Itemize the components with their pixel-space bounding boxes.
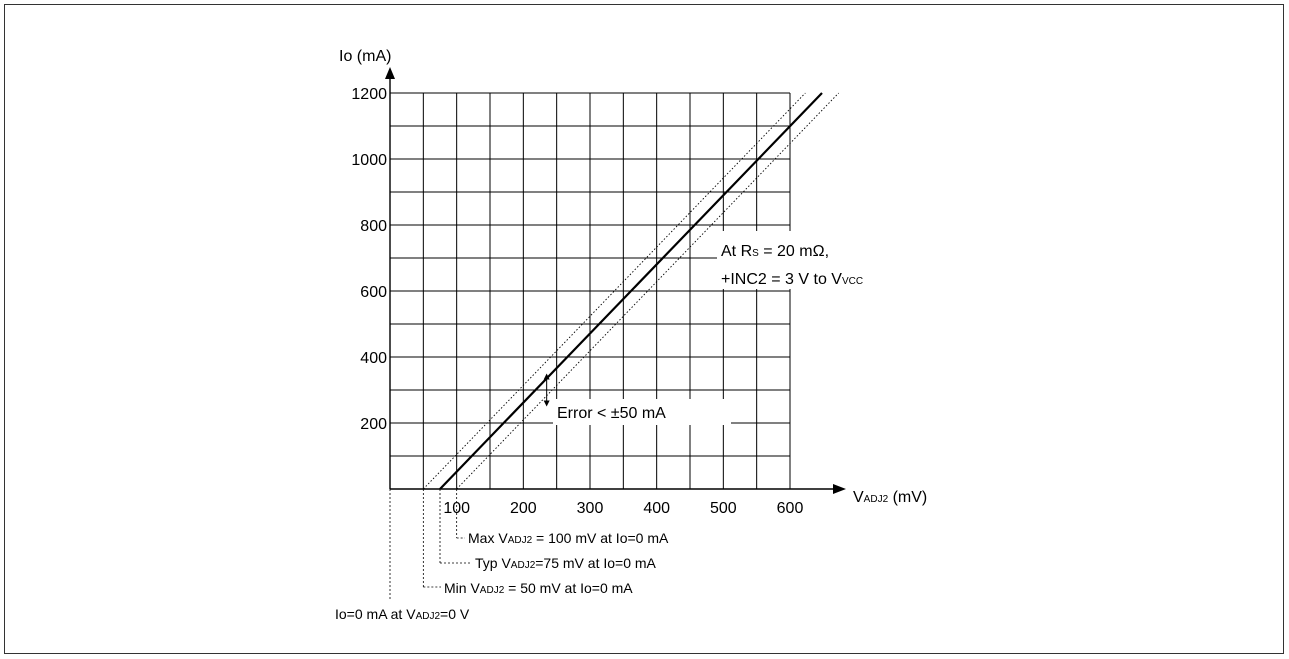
- y-tick-label: 800: [360, 218, 387, 235]
- series-group: [423, 92, 839, 490]
- zero-note: Io=0 mA at VADJ2=0 V: [335, 606, 470, 622]
- error-arrow: [543, 373, 550, 407]
- x-axis-title: VADJ2 (mV): [853, 489, 927, 506]
- y-tick-label: 1000: [351, 152, 387, 169]
- min-tolerance-line: [423, 92, 806, 490]
- error-label: Error < ±50 mA: [557, 405, 666, 422]
- condition-box: [717, 231, 913, 289]
- x-tick-label: 400: [643, 500, 670, 517]
- y-axis-title: Io (mA): [339, 48, 391, 65]
- error-box: [553, 399, 731, 425]
- axes: [385, 67, 846, 494]
- min-note: Min VADJ2 = 50 mV at Io=0 mA: [444, 580, 633, 596]
- typical-line: [439, 92, 823, 490]
- x-tick-label: 300: [577, 500, 604, 517]
- typ-note: Typ VADJ2=75 mV at Io=0 mA: [475, 555, 657, 571]
- condition-line-2: +INC2 = 3 V to VVCC: [721, 271, 863, 288]
- figure-frame: 200 400 600 800 1000 1200 100 200 300 400 500 600 I…: [4, 4, 1284, 654]
- x-tick-label: 600: [777, 500, 804, 517]
- y-tick-label: 200: [360, 416, 387, 433]
- y-tick-label: 400: [360, 350, 387, 367]
- y-axis-arrow: [385, 67, 395, 79]
- leader-lines: [389, 489, 472, 601]
- grid: [390, 92, 791, 489]
- max-note: Max VADJ2 = 100 mV at Io=0 mA: [468, 530, 669, 546]
- tick-labels: 200 400 600 800 1000 1200 100 200 300 400 500 600: [351, 86, 803, 517]
- x-tick-label: 500: [710, 500, 737, 517]
- y-tick-label: 1200: [351, 86, 387, 103]
- error-arrow-head-down: [543, 400, 550, 407]
- error-arrow-head-up: [543, 373, 550, 380]
- x-axis-arrow: [833, 484, 846, 494]
- chart: 200 400 600 800 1000 1200 100 200 300 400 500 600 I…: [335, 48, 927, 622]
- y-tick-label: 600: [360, 284, 387, 301]
- max-tolerance-line: [456, 92, 839, 490]
- x-tick-label: 100: [443, 500, 470, 517]
- x-tick-label: 200: [510, 500, 537, 517]
- condition-line-1: At RS = 20 mΩ,: [721, 243, 829, 260]
